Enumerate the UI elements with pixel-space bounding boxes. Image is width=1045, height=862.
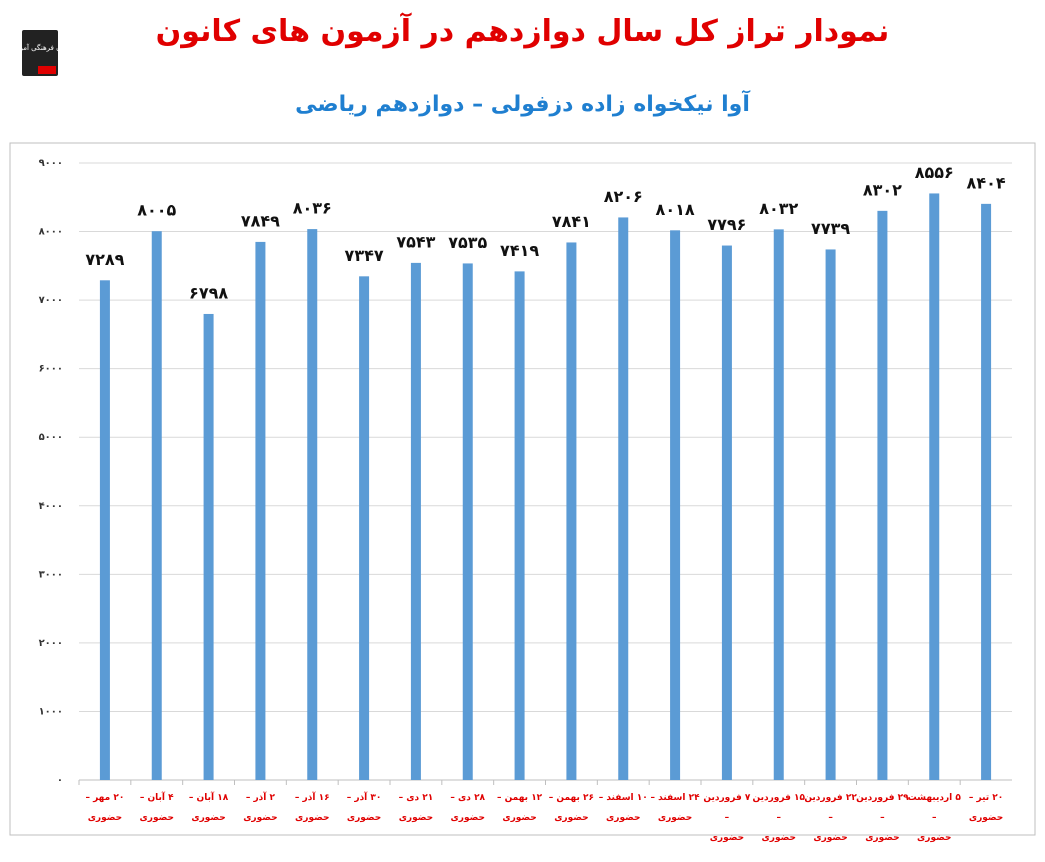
value-label: ۸۰۱۸ [656, 200, 695, 219]
value-label: ۷۴۱۹ [500, 241, 539, 260]
y-tick-label: ۱۰۰۰ [39, 706, 63, 717]
bar [981, 203, 992, 780]
logo-text: کانون فرهنگی آموزش [8, 43, 73, 52]
x-tick-label: ۴ آبان – حضوری [139, 793, 174, 823]
x-tick-label: ۱۸ آبان – حضوری [188, 793, 229, 823]
x-tick-label: ۳۰ آذر – حضوری [346, 793, 382, 823]
x-tick-label: ۱۶ آذر – حضوری [294, 793, 330, 823]
y-tick-label: ۷۰۰۰ [39, 295, 63, 306]
bar [929, 193, 940, 780]
value-label: ۷۲۸۹ [85, 250, 124, 269]
bar [462, 263, 473, 780]
bar [203, 313, 214, 780]
x-tick-label: ۲۰ تیر – حضوری [968, 793, 1004, 823]
chart-subtitle: آوا نیکخواه زاده دزفولی – دوازدهم ریاضی [295, 92, 750, 117]
bar [877, 210, 888, 780]
bar [721, 245, 732, 780]
y-tick-label: ۲۰۰۰ [39, 638, 63, 649]
x-tick-label: ۲۹ فروردین – حضوری [856, 793, 909, 843]
y-tick-label: ۹۰۰۰ [39, 158, 63, 169]
x-tick-label: ۲۲ فروردین – حضوری [804, 793, 857, 843]
bar [670, 230, 681, 781]
x-tick-label: ۲۶ بهمن – حضوری [548, 793, 595, 823]
logo-band [38, 66, 56, 74]
value-label: ۸۰۳۶ [293, 199, 332, 218]
value-label: ۸۰۰۵ [137, 201, 176, 220]
bar [151, 231, 162, 781]
x-tick-label: ۷ فروردین – حضوری [703, 793, 751, 843]
value-label: ۸۲۰۶ [604, 187, 643, 206]
y-tick-label: ۴۰۰۰ [39, 501, 63, 512]
bar [410, 262, 421, 780]
chart-title: نمودار تراز کل سال دوازدهم در آزمون های … [155, 14, 890, 49]
bar [618, 217, 629, 780]
y-tick-label: ۵۰۰۰ [39, 432, 63, 443]
value-label: ۷۷۹۶ [707, 215, 746, 234]
value-label: ۷۷۳۹ [811, 219, 850, 238]
x-tick-label: ۲ آذر – حضوری [243, 793, 278, 823]
x-tick-label: ۱۵ فروردین – حضوری [752, 793, 806, 843]
logo: کانون فرهنگی آموزش [8, 30, 73, 76]
value-label: ۷۵۴۳ [396, 232, 435, 251]
bar [99, 280, 110, 780]
value-label: ۷۸۴۱ [552, 212, 591, 231]
x-tick-label: ۲۴ اسفند – حضوری [650, 793, 700, 823]
x-tick-label: ۵ اردیبهشت – حضوری [907, 793, 961, 843]
x-tick-label: ۲۰ مهر – حضوری [85, 793, 125, 823]
bar [514, 271, 525, 780]
bar [566, 242, 577, 781]
value-label: ۷۵۳۵ [448, 233, 487, 252]
bar [359, 276, 370, 780]
logo-box [22, 30, 58, 76]
x-tick-label: ۱۰ اسفند – حضوری [598, 793, 648, 823]
value-label: ۸۰۳۲ [759, 199, 798, 218]
bar [825, 249, 836, 781]
x-tick-label: ۲۱ دی – حضوری [398, 793, 434, 823]
value-label: ۸۴۰۴ [967, 173, 1006, 192]
y-tick-label: ۳۰۰۰ [39, 569, 63, 580]
bar [773, 229, 784, 781]
bar [255, 241, 266, 780]
value-label: ۸۳۰۲ [863, 180, 902, 199]
value-label: ۶۷۹۸ [189, 283, 228, 302]
y-tick-label: ۸۰۰۰ [39, 227, 63, 238]
value-label: ۷۸۴۹ [241, 211, 280, 230]
value-label: ۸۵۵۶ [915, 163, 954, 182]
x-tick-label: ۲۸ دی – حضوری [450, 793, 486, 823]
y-tick-label: ۶۰۰۰ [39, 364, 63, 375]
x-tick-label: ۱۲ بهمن – حضوری [496, 793, 543, 823]
chart-frame [9, 142, 1036, 836]
value-label: ۷۳۴۷ [345, 246, 384, 265]
y-tick-label: ۰ [57, 775, 63, 786]
bar [307, 229, 318, 781]
